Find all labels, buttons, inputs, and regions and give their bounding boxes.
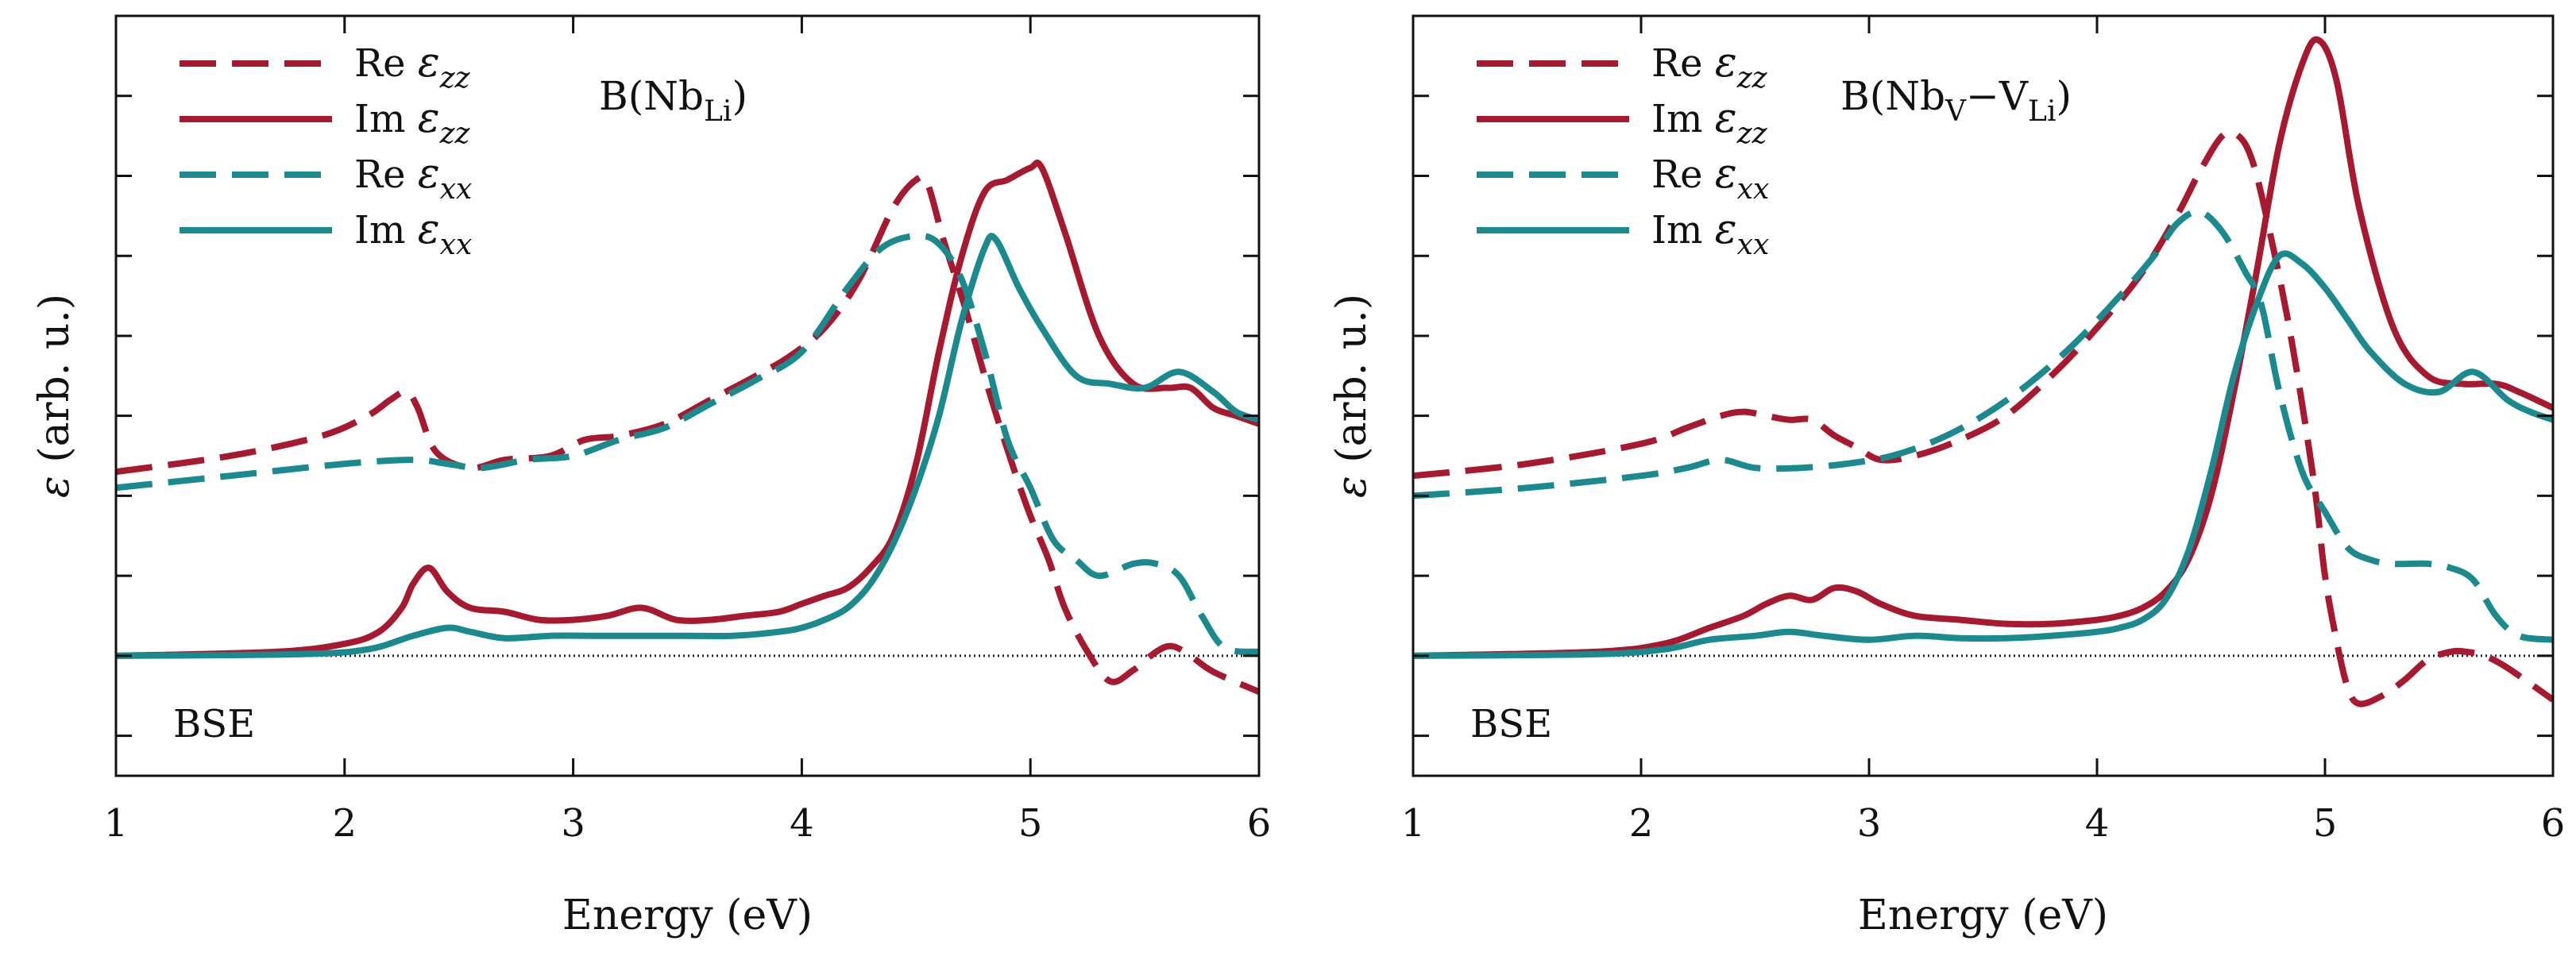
axes-frame — [1412, 14, 2555, 777]
series-line-xx-im — [116, 233, 1259, 659]
series-line-xx-re — [1413, 208, 2553, 643]
y-axis-unit: (arb. u.) — [31, 294, 79, 476]
x-axis-label: Energy (eV) — [562, 892, 813, 939]
y-axis-label: ε (arb. u.) — [1328, 294, 1376, 498]
x-tick-label: 2 — [333, 801, 357, 846]
panel-label: B(NbLi) — [599, 73, 747, 128]
legend-entry: Im εzz — [1651, 94, 1768, 150]
x-tick-label: 3 — [1857, 801, 1882, 846]
legend-entry: Re εxx — [1651, 150, 1769, 206]
series-line-zz-re — [1413, 129, 2553, 707]
panel-label: B(NbV−VLi) — [1840, 73, 2072, 128]
legend-entry: Im εzz — [354, 94, 471, 150]
series-line-xx-re — [116, 232, 1259, 655]
x-tick-label: 5 — [2313, 801, 2338, 846]
x-tick-label: 4 — [2085, 801, 2110, 846]
y-axis-symbol: ε — [31, 476, 79, 498]
x-tick-label: 1 — [1401, 801, 1426, 846]
legend-entry: Im εxx — [354, 206, 472, 261]
x-tick-label: 2 — [1629, 801, 1654, 846]
legend-entry: Re εzz — [354, 39, 471, 94]
y-axis-unit: (arb. u.) — [1328, 294, 1376, 476]
legend-entry: Re εzz — [1651, 39, 1768, 94]
method-label: BSE — [1470, 702, 1552, 746]
axes-frame — [114, 14, 1261, 777]
x-tick-label: 6 — [2541, 801, 2566, 846]
legend-entry: Im εxx — [1651, 206, 1769, 261]
series-line-xx-im — [1413, 250, 2553, 659]
x-tick-label: 4 — [790, 801, 814, 846]
series-line-zz-re — [116, 173, 1259, 695]
series-line-zz-im — [1413, 36, 2553, 659]
series-line-zz-im — [116, 159, 1259, 659]
method-label: BSE — [173, 702, 255, 746]
y-axis-label: ε (arb. u.) — [31, 294, 79, 498]
y-axis-symbol: ε — [1328, 476, 1376, 498]
x-tick-label: 1 — [104, 801, 129, 846]
x-tick-label: 3 — [561, 801, 585, 846]
x-tick-label: 6 — [1247, 801, 1272, 846]
x-axis-label: Energy (eV) — [1858, 892, 2108, 939]
legend-entry: Re εxx — [354, 150, 472, 206]
x-tick-label: 5 — [1018, 801, 1043, 846]
